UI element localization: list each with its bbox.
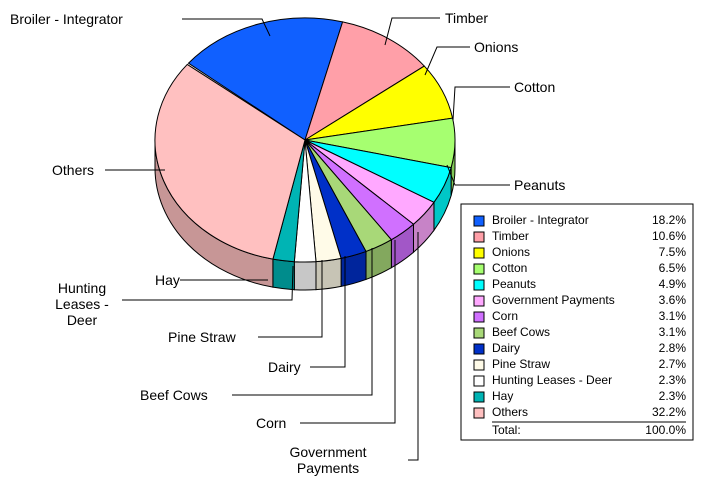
slice-label: Others (52, 162, 95, 178)
slice-top (187, 17, 344, 141)
legend-value: 6.5% (659, 261, 687, 275)
slice-label: Broiler - Integrator (10, 11, 123, 27)
leader-line (424, 46, 470, 76)
legend-swatch (473, 231, 485, 243)
legend-label: Dairy (492, 341, 520, 355)
legend-swatch (473, 375, 485, 387)
leader-line (258, 260, 323, 338)
slice (304, 139, 435, 254)
legend-value: 3.6% (659, 293, 687, 307)
leader-line (452, 86, 510, 121)
legend-value: 2.7% (659, 357, 687, 371)
slice-label: Dairy (268, 359, 301, 375)
legend-value: 18.2% (652, 213, 686, 227)
legend-value: 2.8% (659, 341, 687, 355)
legend-value: 4.9% (659, 277, 687, 291)
legend-swatch (473, 359, 485, 371)
legend-value: 2.3% (659, 389, 687, 403)
legend-total-value: 100.0% (645, 423, 686, 437)
legend-label: Hay (492, 389, 513, 403)
legend-swatch (473, 391, 485, 403)
legend-label: Government Payments (492, 293, 615, 307)
slice-label: Government Payments (289, 444, 367, 476)
legend-label: Beef Cows (492, 325, 550, 339)
slice (187, 17, 344, 141)
legend-value: 32.2% (652, 405, 686, 419)
legend-box (460, 203, 694, 441)
legend-label: Onions (492, 245, 530, 259)
legend-swatch (473, 279, 485, 291)
slice-side (272, 258, 295, 291)
leader-line (408, 232, 419, 461)
slice-label: Onions (474, 39, 519, 55)
slice-label: Beef Cows (140, 387, 208, 403)
legend-swatch (473, 343, 485, 355)
legend-swatch (473, 215, 485, 227)
legend-label: Cotton (492, 261, 527, 275)
slice-top (154, 63, 306, 260)
slice-side (293, 261, 317, 291)
legend-label: Corn (492, 309, 518, 323)
leader-line (310, 256, 346, 368)
legend-value: 2.3% (659, 373, 687, 387)
legend-label: Hunting Leases - Deer (492, 373, 612, 387)
leader-line (122, 265, 294, 301)
legend-swatch (473, 407, 485, 419)
legend-swatch (473, 247, 485, 259)
legend-label: Pine Straw (492, 357, 550, 371)
legend-value: 10.6% (652, 229, 686, 243)
legend-label: Others (492, 405, 528, 419)
legend-value: 3.1% (659, 309, 687, 323)
legend-value: 7.5% (659, 245, 687, 259)
legend-value: 3.1% (659, 325, 687, 339)
legend-swatch (473, 295, 485, 307)
legend-total-label: Total: (492, 423, 521, 437)
legend-label: Broiler - Integrator (492, 213, 589, 227)
legend-label: Peanuts (492, 277, 536, 291)
slice-side (315, 257, 342, 291)
slice (154, 63, 306, 288)
legend-swatch (473, 311, 485, 323)
slice-top (304, 21, 426, 142)
legend-label: Timber (492, 229, 529, 243)
slice-label: Peanuts (514, 177, 566, 193)
slice-label: Corn (256, 415, 287, 431)
leader-line (446, 164, 510, 186)
leader-line (384, 17, 440, 46)
slice-label: Hunting Leases - Deer (55, 280, 109, 328)
slice (304, 21, 426, 142)
leader-line (232, 248, 373, 396)
slice-label: Cotton (514, 79, 556, 95)
legend-swatch (473, 327, 485, 339)
leader-line (182, 18, 271, 37)
leader-line (300, 240, 396, 424)
slice-label: Pine Straw (168, 329, 236, 345)
slice-label: Timber (445, 10, 489, 26)
slice (304, 139, 367, 288)
legend-swatch (473, 263, 485, 275)
slice-label: Hay (155, 272, 180, 288)
